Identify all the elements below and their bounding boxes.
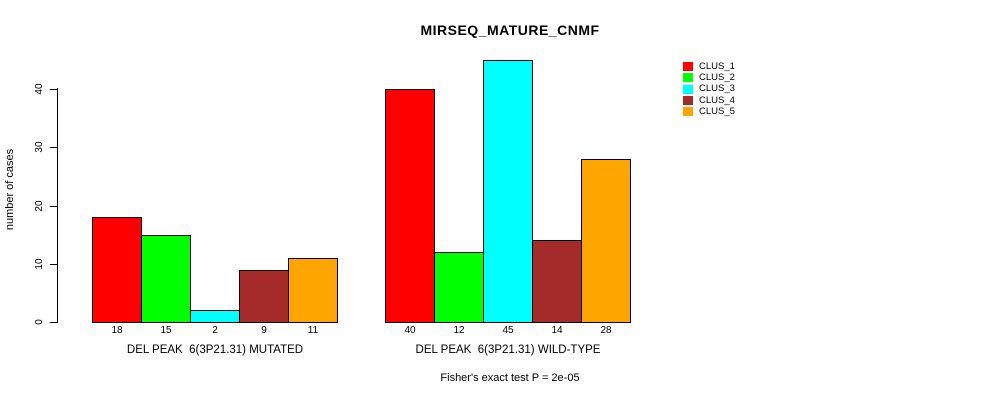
y-tick-mark bbox=[50, 147, 57, 149]
group-axis-label: DEL PEAK 6(3P21.31) MUTATED bbox=[126, 344, 304, 356]
bar-count-label: 2 bbox=[212, 325, 218, 336]
legend-label: CLUS_3 bbox=[699, 83, 735, 95]
bar-count-label: 40 bbox=[404, 325, 416, 336]
legend-swatch-icon bbox=[683, 107, 693, 117]
legend: CLUS_1 CLUS_2 CLUS_3 CLUS_4 CLUS_5 bbox=[683, 61, 735, 117]
legend-swatch-icon bbox=[683, 96, 693, 106]
y-axis-label: number of cases bbox=[4, 148, 16, 231]
y-tick-label: 30 bbox=[34, 141, 45, 153]
bar-clus_3 bbox=[483, 59, 533, 323]
y-tick-label: 10 bbox=[34, 258, 45, 270]
bar-count-label: 14 bbox=[551, 325, 563, 336]
bar-clus_5 bbox=[581, 158, 631, 323]
legend-swatch-icon bbox=[683, 84, 693, 94]
bar-clus_4 bbox=[239, 269, 289, 323]
legend-item-clus_1: CLUS_1 bbox=[683, 61, 735, 72]
bar-count-label: 11 bbox=[307, 325, 319, 336]
y-tick-mark bbox=[50, 205, 57, 207]
bar-count-label: 18 bbox=[111, 325, 123, 336]
bar-clus_2 bbox=[141, 234, 191, 323]
y-tick-label: 0 bbox=[34, 319, 45, 325]
y-tick-mark bbox=[50, 263, 57, 265]
legend-item-clus_3: CLUS_3 bbox=[683, 84, 735, 95]
legend-swatch-icon bbox=[683, 73, 693, 83]
chart-title: MIRSEQ_MATURE_CNMF bbox=[420, 22, 600, 38]
legend-item-clus_5: CLUS_5 bbox=[683, 106, 735, 117]
legend-item-clus_4: CLUS_4 bbox=[683, 95, 735, 106]
legend-label: CLUS_1 bbox=[699, 60, 735, 72]
group-axis-label: DEL PEAK 6(3P21.31) WILD-TYPE bbox=[415, 344, 601, 356]
y-tick-mark bbox=[50, 89, 57, 90]
legend-item-clus_2: CLUS_2 bbox=[683, 72, 735, 83]
bar-clus_1 bbox=[385, 89, 435, 323]
bar-count-label: 45 bbox=[502, 325, 514, 336]
legend-label: CLUS_5 bbox=[699, 105, 735, 117]
y-tick-label: 40 bbox=[34, 83, 45, 95]
bar-clus_4 bbox=[532, 240, 582, 323]
y-tick-label: 20 bbox=[34, 199, 45, 212]
bar-clus_5 bbox=[288, 257, 338, 323]
legend-label: CLUS_4 bbox=[699, 94, 735, 106]
y-axis bbox=[57, 88, 58, 323]
bar-count-label: 9 bbox=[261, 325, 267, 336]
bar-count-label: 12 bbox=[453, 325, 465, 336]
bar-count-label: 15 bbox=[160, 325, 172, 336]
bar-clus_1 bbox=[92, 217, 142, 323]
legend-label: CLUS_2 bbox=[699, 71, 735, 83]
bar-count-label: 28 bbox=[600, 325, 612, 336]
y-tick-mark bbox=[50, 322, 57, 323]
bar-clus_3 bbox=[190, 310, 240, 323]
legend-swatch-icon bbox=[683, 62, 693, 72]
bar-clus_2 bbox=[434, 252, 484, 323]
annotation-text: Fisher's exact test P = 2e-05 bbox=[440, 372, 580, 384]
